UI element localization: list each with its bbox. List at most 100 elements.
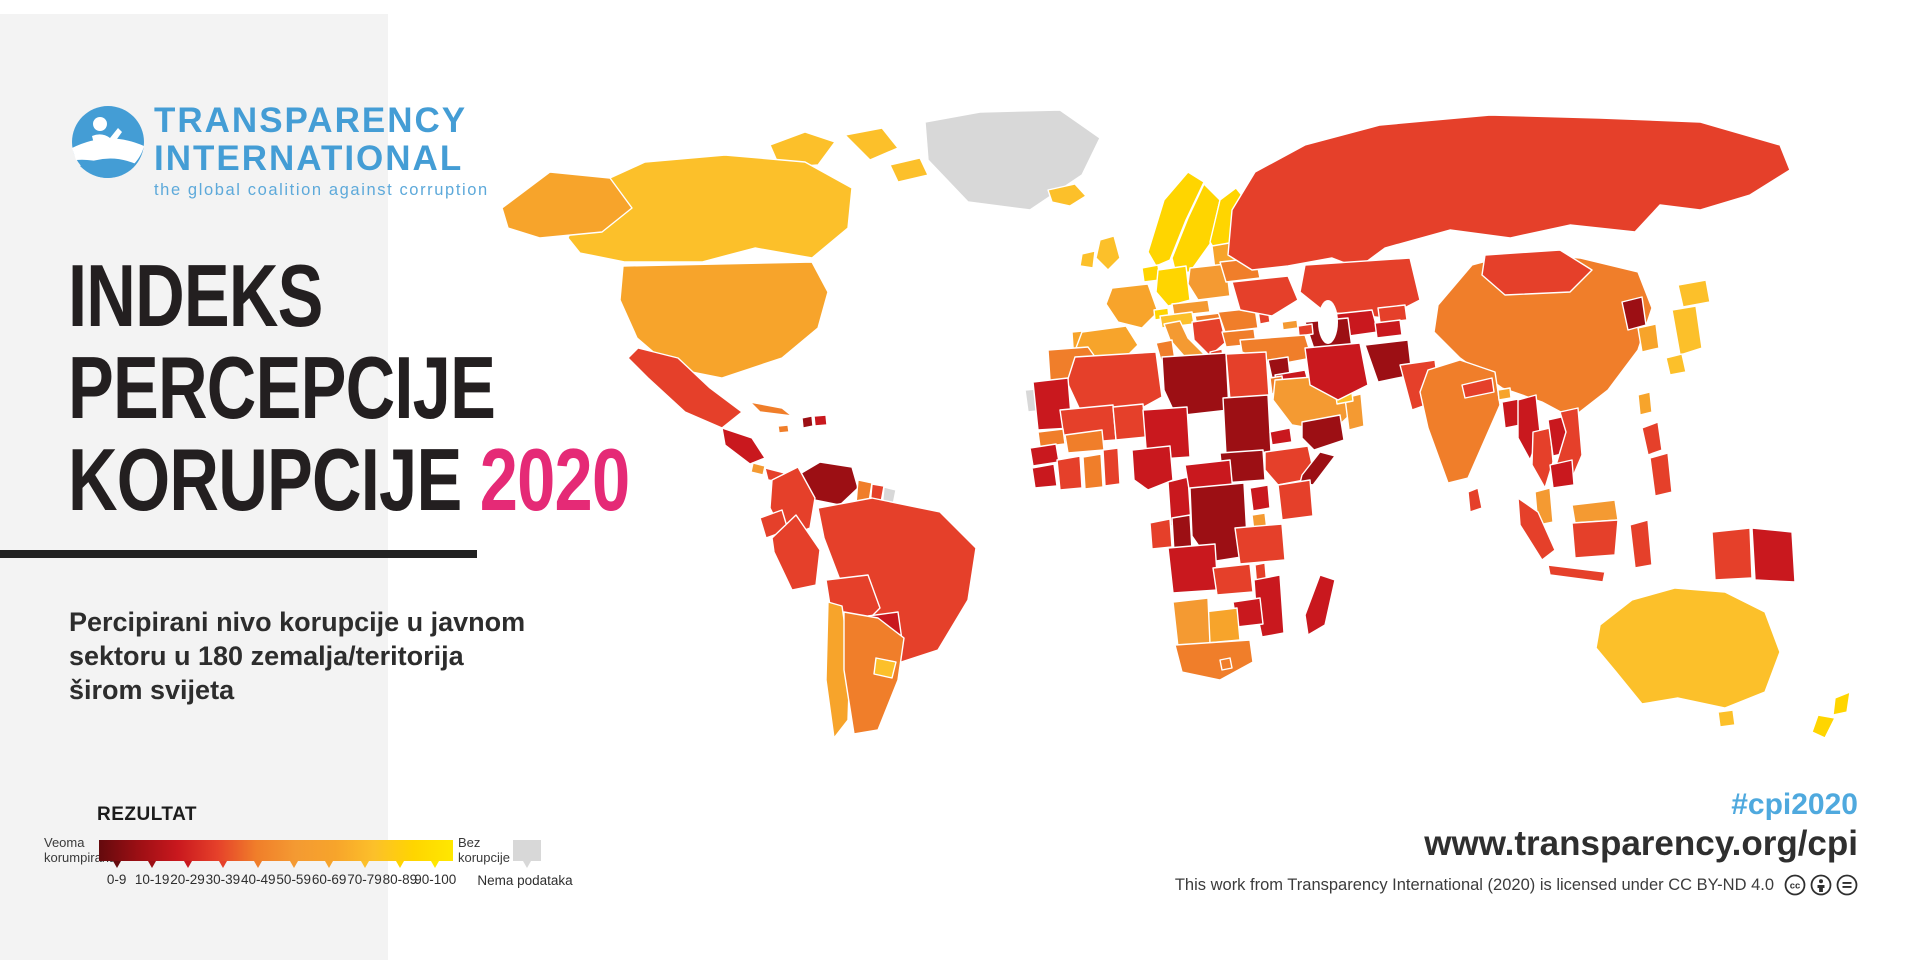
country-japan-hokkaido [1677, 279, 1711, 308]
country-egypt [1225, 351, 1270, 401]
footer: #cpi2020 www.transparency.org/cpi This w… [1175, 788, 1858, 896]
country-gabon [1149, 518, 1173, 550]
country-oman [1344, 393, 1365, 431]
country-japan-honshu [1671, 305, 1703, 356]
country-south-korea [1637, 323, 1660, 353]
country-poland [1187, 263, 1231, 301]
country-central-america [721, 427, 766, 465]
title-line-2: PERCEPCIJE [68, 338, 496, 437]
country-madagascar [1304, 574, 1336, 636]
country-france [1105, 283, 1159, 329]
country-iran [1304, 342, 1369, 401]
subtitle-line-1: Percipirani nivo korupcije u javnom [69, 607, 526, 637]
country-chad [1142, 406, 1191, 461]
country-iceland [1047, 183, 1087, 207]
country-czech-slovakia [1171, 299, 1211, 317]
country-papua-new-guinea [1751, 527, 1796, 583]
hashtag-link[interactable]: #cpi2020 [1731, 788, 1858, 821]
legend-range-label-0-9: 0-9 [106, 872, 127, 887]
country-new-zealand-north [1832, 691, 1851, 716]
country-eritrea [1269, 427, 1293, 446]
country-uganda [1249, 484, 1271, 512]
country-costa-rica [750, 462, 766, 476]
country-ireland [1079, 250, 1096, 269]
country-dominican-republic [813, 414, 828, 427]
legend-range-label-70-79: 70-79 [347, 872, 382, 887]
country-uk [1095, 235, 1121, 271]
country-north-korea [1621, 296, 1647, 331]
title-year: 2020 [479, 430, 630, 529]
title-line-3: KORUPCIJE 2020 [68, 434, 630, 526]
country-peru [771, 514, 821, 591]
country-cuba [749, 401, 793, 417]
country-guinea [1029, 443, 1060, 467]
country-senegal [1037, 428, 1066, 448]
legend-range-label-60-69: 60-69 [311, 872, 347, 887]
country-japan-kyushu [1665, 353, 1687, 376]
country-kyrgyzstan [1377, 304, 1408, 324]
legend-tick-0-9 [112, 861, 121, 868]
country-georgia [1281, 319, 1299, 331]
country-ivory-coast [1056, 455, 1083, 491]
country-brazil [817, 497, 977, 666]
legend-range-label-10-19: 10-19 [134, 872, 170, 887]
legend-heading: REZULTAT [97, 804, 198, 825]
country-cambodia [1549, 459, 1575, 489]
country-uruguay [873, 657, 897, 679]
legend-range-label-80-89: 80-89 [382, 872, 418, 887]
legend-tick-60-69 [325, 861, 334, 868]
country-indonesia-kalimantan [1571, 519, 1619, 559]
country-lesotho [1219, 657, 1233, 671]
legend-range-label-30-39: 30-39 [205, 872, 241, 887]
legend-range-label-50-59: 50-59 [276, 872, 311, 887]
country-niger [1112, 403, 1147, 441]
left-background-panel [0, 14, 388, 960]
country-zambia [1212, 563, 1254, 596]
country-jamaica [777, 424, 790, 434]
country-bhutan [1497, 387, 1512, 401]
country-canada-arctic2 [844, 127, 899, 161]
country-ukraine [1231, 275, 1299, 317]
country-indonesia-sumatra [1517, 497, 1556, 561]
logo-name-line1: TRANSPARENCY [154, 101, 468, 140]
license-text: This work from Transparency Internationa… [1174, 875, 1774, 894]
country-yemen [1301, 414, 1345, 451]
legend-range-label-40-49: 40-49 [241, 872, 276, 887]
ti-globe-icon [72, 106, 144, 178]
legend-tick-90-100 [431, 861, 440, 868]
legend-range-labels: 0-9 10-19 20-29 30-39 40-49 50-59 60-69 70-79 80… [99, 872, 456, 888]
country-azerbaijan [1297, 323, 1314, 337]
legend-no-data-tick [523, 861, 531, 868]
country-south-africa [1174, 639, 1254, 681]
logo-name-line2: INTERNATIONAL [154, 139, 464, 178]
country-namibia [1172, 597, 1211, 648]
country-canada [567, 154, 853, 263]
legend-range-label-90-100: 90-100 [414, 872, 457, 887]
legend-tick-80-89 [395, 861, 404, 868]
country-indonesia-sulawesi [1629, 519, 1653, 569]
title-divider-rule [0, 550, 477, 558]
country-togo-benin [1102, 447, 1121, 487]
website-url-link[interactable]: www.transparency.org/cpi [1424, 824, 1858, 863]
country-indonesia-java [1547, 564, 1606, 583]
legend-ticks [99, 861, 453, 869]
subtitle-line-2: sektoru u 180 zemalja/teritorija [69, 641, 464, 671]
country-canada-arctic3 [889, 157, 929, 183]
svg-text:cc: cc [1790, 881, 1801, 892]
country-alaska [501, 171, 633, 239]
country-angola [1167, 543, 1219, 594]
legend-no-data-label: Nema podataka [477, 873, 573, 888]
country-balkans [1191, 317, 1227, 357]
country-tanzania [1234, 523, 1286, 565]
legend-tick-10-19 [148, 861, 157, 868]
title-word-korupcije: KORUPCIJE [68, 430, 462, 529]
country-usa [619, 261, 829, 379]
country-nigeria [1131, 445, 1174, 491]
cc-nd-icon [1836, 874, 1858, 896]
country-mongolia [1481, 249, 1593, 296]
country-haiti [801, 415, 814, 429]
caspian-sea [1318, 300, 1338, 344]
country-sudan [1222, 394, 1272, 456]
country-tajikistan [1374, 319, 1403, 339]
country-libya [1161, 352, 1230, 417]
